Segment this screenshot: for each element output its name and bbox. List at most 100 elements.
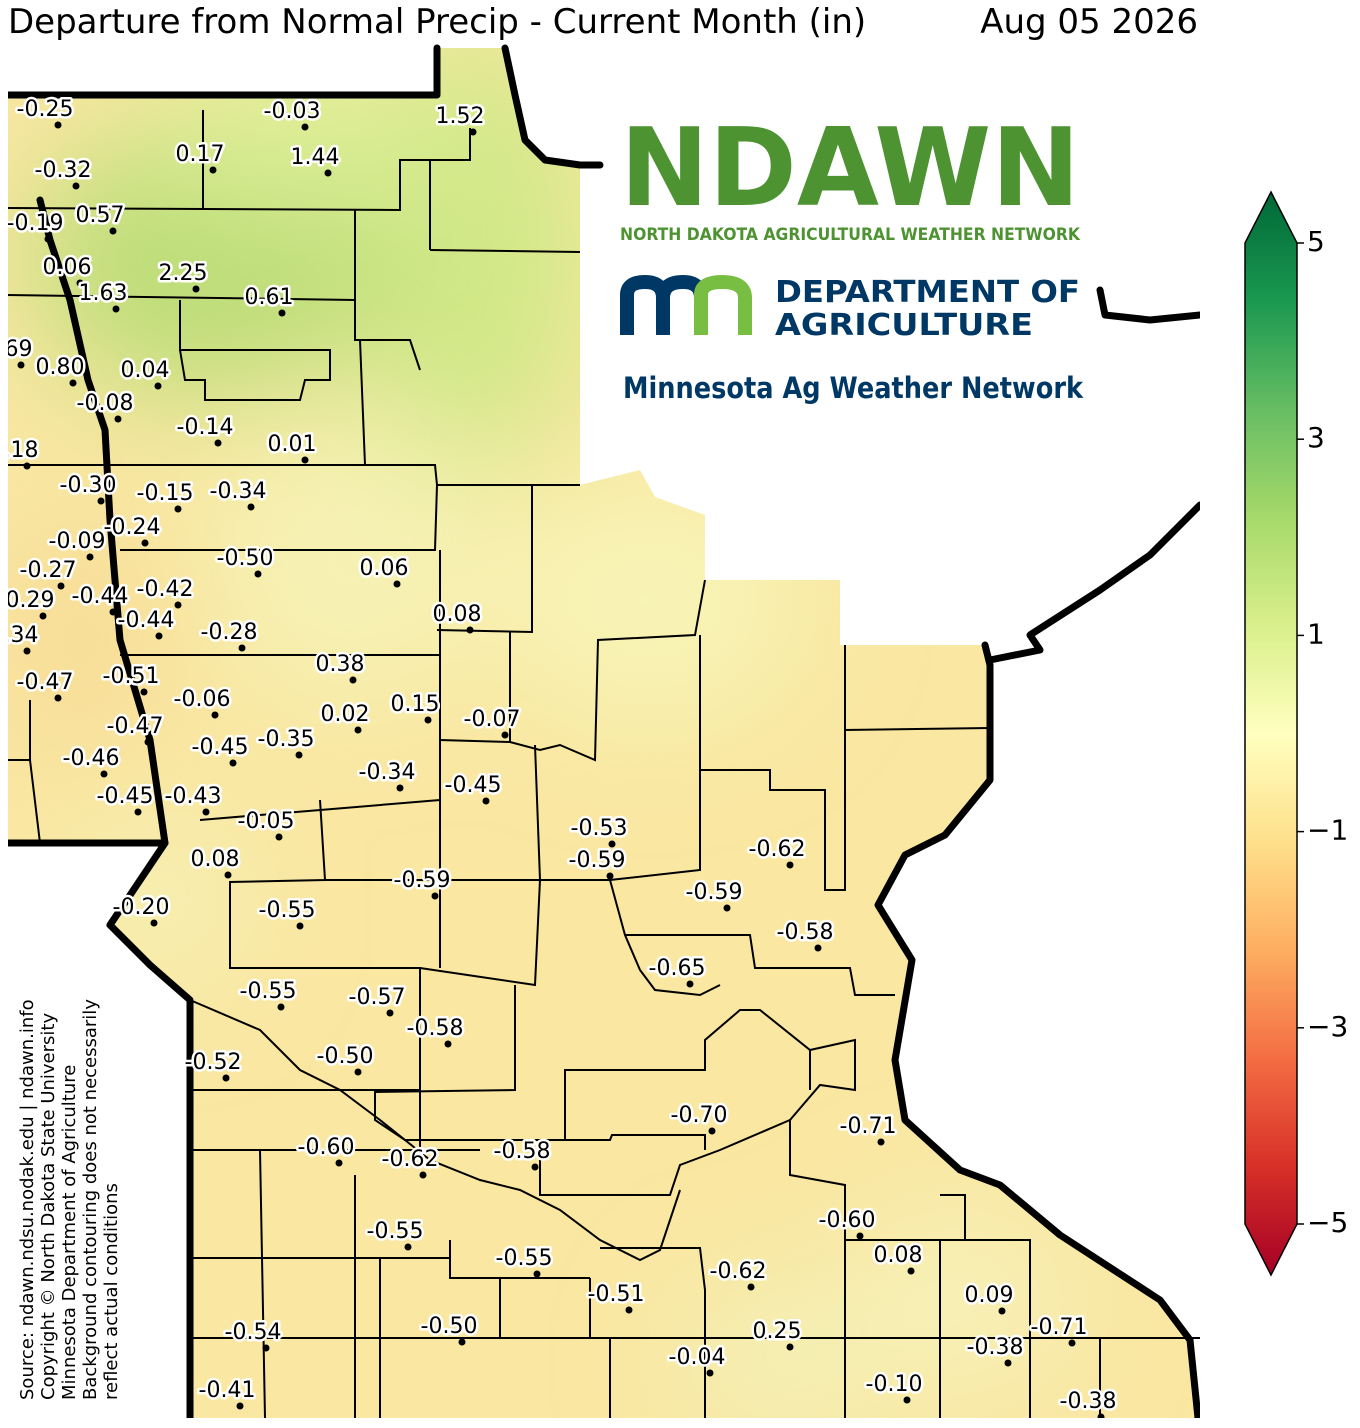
station-dot: [431, 892, 439, 900]
station-dot: [393, 580, 401, 588]
station-value: -0.28: [201, 620, 258, 645]
station-value: -0.47: [17, 670, 74, 695]
station-value: -0.50: [317, 1044, 374, 1069]
station-dot: [155, 632, 163, 640]
station-value: 0.08: [874, 1243, 923, 1268]
station-dot: [501, 731, 509, 739]
station-value: 0.25: [753, 1319, 802, 1344]
station-dot: [174, 505, 182, 513]
station-value: -0.59: [394, 868, 451, 893]
state-borders: [8, 44, 1200, 1418]
station-value: -0.52: [185, 1050, 242, 1075]
ndawn-logo: NDAWN NORTH DAKOTA AGRICULTURAL WEATHER …: [620, 106, 1081, 245]
station-value: -0.24: [104, 515, 161, 540]
station-value: -0.54: [225, 1320, 282, 1345]
station-dot: [69, 379, 77, 387]
source-note: Source: ndawn.ndsu.nodak.edu | ndawn.inf…: [17, 999, 122, 1400]
station-value: 0.08: [191, 847, 240, 872]
station-value: -0.71: [1031, 1315, 1088, 1340]
station-dot: [404, 1243, 412, 1251]
county-lines: [8, 110, 1200, 1418]
station-dot: [109, 608, 117, 616]
station-dot: [277, 1003, 285, 1011]
station-value: 1.63: [79, 281, 128, 306]
station-dot: [301, 456, 309, 464]
station-dot: [247, 503, 255, 511]
station-dot: [533, 1270, 541, 1278]
source-line: Copyright © North Dakota State Universit…: [38, 1013, 59, 1400]
colorbar-tick-label: −1: [1307, 814, 1348, 847]
station-dot: [112, 305, 120, 313]
station-dot: [466, 626, 474, 634]
station-value: 1.44: [291, 145, 340, 170]
station-value: -0.09: [49, 529, 106, 554]
station-dot: [301, 123, 309, 131]
station-value: -0.59: [686, 880, 743, 905]
station-value: -0.62: [382, 1147, 439, 1172]
station-value: -0.42: [137, 577, 194, 602]
station-dot: [396, 784, 404, 792]
station-dot: [856, 1232, 864, 1240]
station-value: -0.51: [103, 664, 160, 689]
station-value: -0.50: [421, 1314, 478, 1339]
station-value: -0.58: [407, 1016, 464, 1041]
station-dot: [202, 808, 210, 816]
station-value: 0.61: [245, 285, 294, 310]
colorbar-gradient: [1244, 190, 1298, 1277]
station-dot: [254, 570, 262, 578]
station-value: -0.08: [77, 391, 134, 416]
station-value: -0.34: [359, 760, 416, 785]
station-value: -0.55: [496, 1246, 553, 1271]
source-line: Source: ndawn.ndsu.nodak.edu | ndawn.inf…: [17, 999, 38, 1400]
station-dot: [72, 182, 80, 190]
station-value: -0.59: [569, 848, 626, 873]
station-value: -0.44: [72, 584, 129, 609]
station-dot: [458, 1338, 466, 1346]
colorbar-tick-label: −3: [1307, 1010, 1348, 1043]
station-value: -0.62: [749, 837, 806, 862]
station-dot: [907, 1267, 915, 1275]
station-value: -0.60: [298, 1135, 355, 1160]
station-dot: [224, 871, 232, 879]
station-dot: [86, 553, 94, 561]
station-value: 0.04: [121, 358, 170, 383]
mn-logo-m: [620, 274, 708, 335]
station-value: -0.55: [259, 898, 316, 923]
station-value: -0.38: [1060, 1389, 1117, 1414]
station-dot: [1068, 1339, 1076, 1347]
station-dot: [723, 904, 731, 912]
station-value: -0.06: [174, 687, 231, 712]
dept-line2: AGRICULTURE: [775, 308, 1033, 343]
station-dot: [97, 497, 105, 505]
station-dot: [54, 121, 62, 129]
station-dot: [482, 797, 490, 805]
station-dot: [354, 1068, 362, 1076]
station-dot: [134, 808, 142, 816]
station-value: -0.60: [819, 1208, 876, 1233]
station-value: 0.17: [176, 142, 225, 167]
stations: -0.25 -0.03 1.52 0.17 1.44 -0.32 -0.19 0.57 0.06…: [0, 95, 1119, 1418]
station-value: 0.34: [0, 623, 38, 648]
station-dot: [786, 861, 794, 869]
station-dot: [419, 1171, 427, 1179]
station-value: -0.20: [113, 895, 170, 920]
colorbar: 5 3 1 −1 −3 −5: [1244, 190, 1348, 1277]
station-dot: [154, 382, 162, 390]
station-value: -0.46: [63, 746, 120, 771]
station-dot: [222, 1074, 230, 1082]
station-value: 0.06: [360, 556, 409, 581]
mda-logo: DEPARTMENT OF AGRICULTURE Minnesota Ag W…: [620, 274, 1084, 405]
station-value: 0.57: [76, 203, 125, 228]
station-dot: [335, 1159, 343, 1167]
station-dot: [424, 716, 432, 724]
station-value: -0.58: [494, 1139, 551, 1164]
station-dot: [114, 415, 122, 423]
station-dot: [786, 1343, 794, 1351]
station-value: -0.30: [60, 473, 117, 498]
station-dot: [324, 169, 332, 177]
station-value: -0.71: [840, 1114, 897, 1139]
station-dot: [903, 1396, 911, 1404]
station-dot: [209, 166, 217, 174]
station-dot: [469, 128, 477, 136]
